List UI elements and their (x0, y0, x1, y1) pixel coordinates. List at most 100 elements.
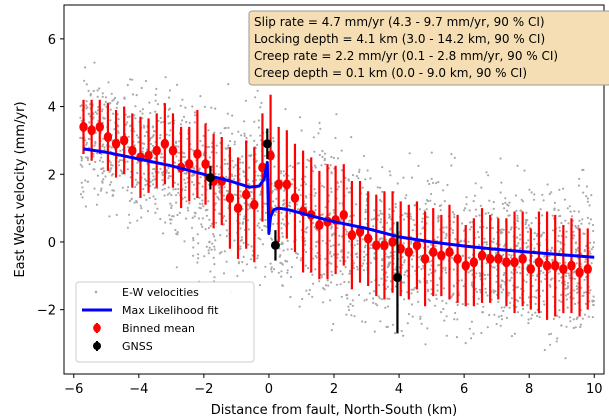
velocity-point (181, 119, 184, 122)
velocity-point (576, 288, 579, 291)
velocity-point (140, 207, 143, 210)
velocity-point (198, 167, 201, 170)
velocity-point (518, 266, 521, 269)
velocity-point (348, 219, 351, 222)
velocity-point (256, 257, 259, 260)
velocity-point (527, 322, 530, 325)
velocity-point (452, 268, 455, 271)
velocity-point (444, 268, 447, 272)
velocity-point (461, 254, 464, 257)
velocity-point (305, 231, 308, 234)
velocity-point (542, 231, 546, 234)
y-axis-label: East West velocity (mm/yr) (13, 101, 28, 277)
velocity-point (144, 79, 148, 83)
velocity-point (462, 285, 465, 288)
velocity-point (86, 157, 89, 160)
velocity-point (572, 230, 575, 233)
binned-mean-point (494, 253, 503, 264)
velocity-point (586, 200, 590, 203)
velocity-point (167, 115, 170, 118)
velocity-point (468, 209, 471, 212)
velocity-point (136, 161, 139, 164)
velocity-point (565, 298, 569, 301)
velocity-point (284, 259, 287, 262)
velocity-point (592, 229, 595, 233)
velocity-point (154, 211, 157, 214)
velocity-point (566, 207, 569, 210)
velocity-point (117, 131, 120, 135)
velocity-point (560, 276, 563, 279)
velocity-point (356, 242, 359, 246)
velocity-point (156, 207, 159, 210)
velocity-point (102, 143, 105, 146)
velocity-point (88, 121, 91, 124)
velocity-point (149, 142, 152, 146)
binned-mean-point (445, 247, 454, 258)
velocity-point (475, 290, 478, 293)
legend-marker-binned-point (93, 323, 101, 333)
binned-mean-point (502, 257, 511, 268)
velocity-point (493, 313, 496, 316)
velocity-point (101, 108, 104, 111)
velocity-point (340, 149, 343, 152)
velocity-point (480, 186, 483, 189)
velocity-point (454, 311, 457, 315)
velocity-point (411, 303, 414, 306)
velocity-point (136, 181, 139, 184)
velocity-point (168, 214, 171, 217)
velocity-point (416, 290, 419, 294)
velocity-point (452, 292, 455, 295)
velocity-point (95, 203, 98, 206)
velocity-point (207, 252, 210, 255)
velocity-point (264, 265, 267, 268)
velocity-point (85, 141, 88, 144)
velocity-point (520, 198, 523, 201)
velocity-point (236, 274, 239, 278)
velocity-point (233, 193, 236, 196)
velocity-point (364, 211, 367, 214)
velocity-point (336, 226, 339, 230)
velocity-point (219, 234, 222, 237)
velocity-point (437, 215, 441, 218)
velocity-point (467, 303, 470, 306)
velocity-point (565, 236, 568, 239)
velocity-point (434, 245, 437, 248)
velocity-point (463, 209, 466, 212)
velocity-point (291, 178, 294, 181)
velocity-point (506, 209, 509, 212)
velocity-point (574, 242, 578, 245)
velocity-point (100, 187, 103, 190)
velocity-point (441, 299, 444, 302)
velocity-point (486, 326, 489, 329)
velocity-point (484, 212, 487, 215)
velocity-point (356, 265, 359, 268)
velocity-point (254, 160, 258, 163)
velocity-point (329, 245, 332, 248)
velocity-point (121, 186, 124, 189)
velocity-point (533, 232, 536, 235)
velocity-point (290, 266, 294, 269)
velocity-point (117, 130, 120, 133)
velocity-point (127, 145, 130, 149)
velocity-point (577, 224, 580, 227)
velocity-point (238, 167, 241, 170)
velocity-point (141, 117, 144, 120)
velocity-point (445, 232, 448, 235)
velocity-point (179, 123, 182, 126)
velocity-point (286, 269, 289, 272)
velocity-point (543, 348, 546, 352)
velocity-point (589, 289, 592, 292)
velocity-point (413, 286, 416, 289)
velocity-point (519, 272, 522, 275)
velocity-point (500, 291, 503, 294)
velocity-point (380, 264, 384, 267)
velocity-point (254, 96, 257, 99)
velocity-point (403, 281, 406, 284)
velocity-point (126, 189, 129, 192)
velocity-point (225, 260, 228, 263)
velocity-point (335, 113, 338, 116)
velocity-point (361, 320, 364, 323)
velocity-point (295, 252, 298, 255)
velocity-point (159, 167, 162, 170)
velocity-point (566, 286, 570, 289)
